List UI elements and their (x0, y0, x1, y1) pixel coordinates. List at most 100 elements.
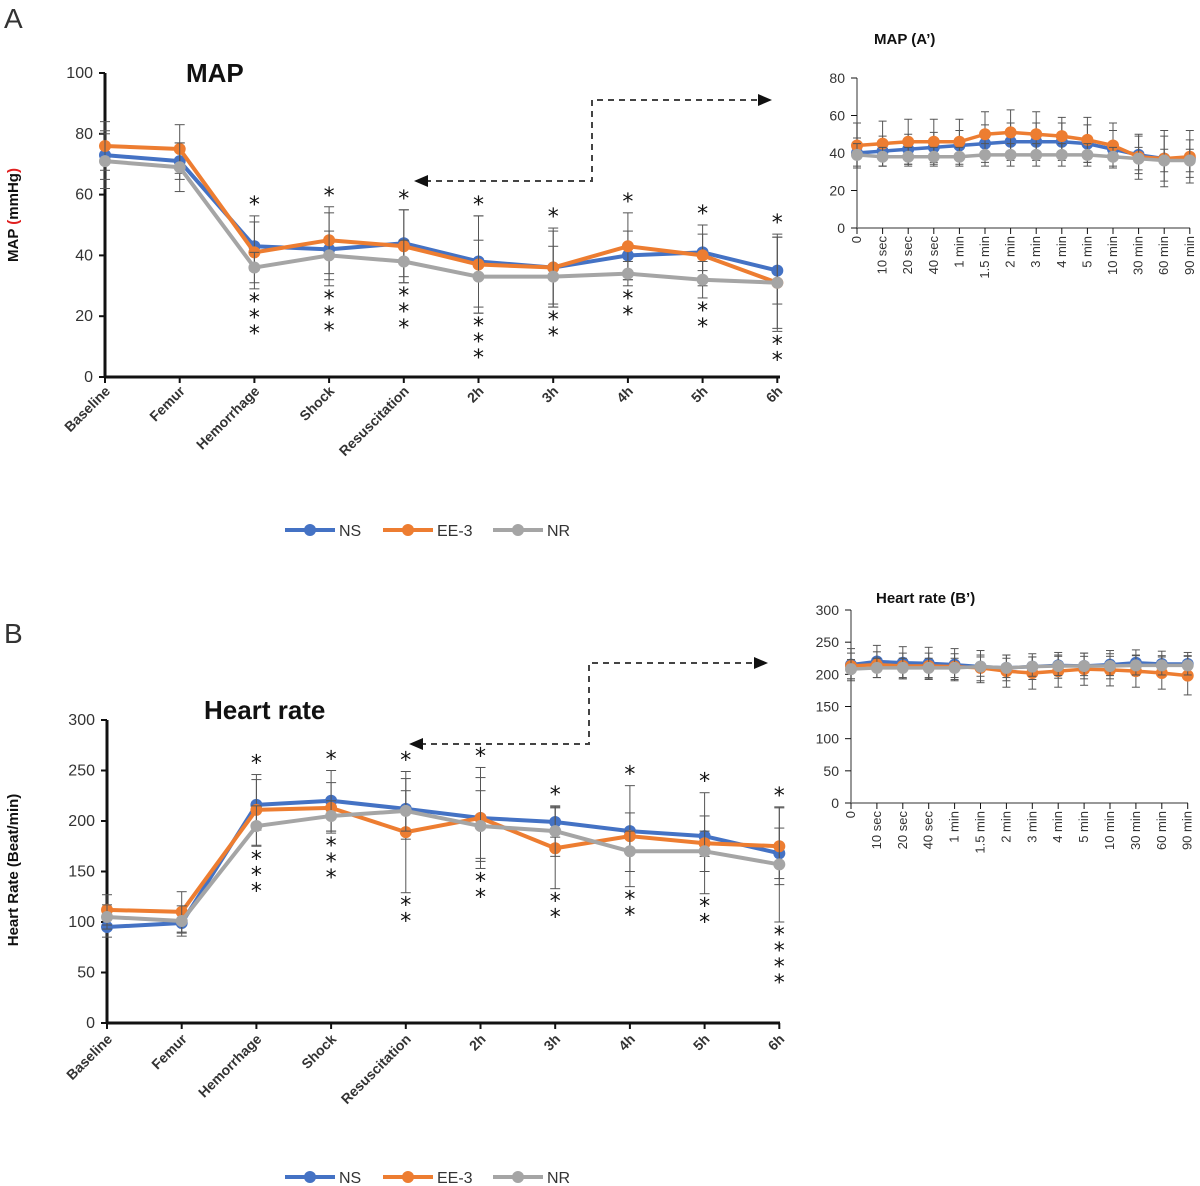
y-tick-label: 150 (816, 699, 840, 715)
chart-title: Heart rate (B’) (876, 590, 975, 607)
y-axis-label: MAP (mmHg) (5, 168, 22, 262)
significance-below: * (398, 316, 409, 341)
y-tick-label: 60 (75, 187, 93, 204)
x-tick-label: Shock (298, 1031, 339, 1072)
point-NR (1183, 154, 1196, 167)
series-line-NR (106, 808, 780, 923)
point-NR (99, 155, 111, 168)
legend-marker-EE-3 (402, 524, 414, 536)
point-EE-3 (399, 826, 412, 839)
point-NR (974, 660, 987, 673)
point-NR (399, 804, 412, 817)
legend-label-EE-3: EE-3 (437, 1170, 473, 1186)
point-NR (250, 820, 263, 833)
point-NR (1104, 659, 1116, 672)
point-NR (876, 150, 889, 163)
x-tick-label: 90 min (1180, 811, 1195, 850)
arrow-head-right (754, 657, 768, 669)
x-tick-label: 2 min (1003, 236, 1018, 268)
arrow-head-right (758, 94, 772, 106)
significance-below: * (324, 319, 335, 344)
y-tick-label: 40 (829, 145, 845, 161)
point-NR (1132, 152, 1145, 165)
y-tick-label: 200 (68, 813, 95, 830)
x-tick-label: 60 min (1156, 236, 1171, 275)
point-NR (547, 270, 560, 283)
y-tick-label: 60 (829, 108, 845, 124)
point-EE-3 (1004, 126, 1017, 139)
point-NR (472, 270, 485, 283)
y-tick-label: 20 (75, 308, 93, 325)
x-tick-label: Femur (148, 1030, 190, 1072)
x-tick-label: 90 min (1182, 236, 1197, 275)
x-tick-label: 1 min (951, 236, 966, 268)
legend-label-NS: NS (339, 523, 361, 540)
x-tick-label: 1.5 min (977, 236, 992, 279)
significance-below: * (622, 287, 633, 312)
significance-below: * (475, 885, 486, 910)
significance-below: * (697, 299, 708, 324)
legend-marker-NR (512, 524, 524, 536)
point-NR (979, 148, 991, 161)
x-tick-label: 10 sec (875, 236, 890, 275)
significance-below: * (550, 890, 561, 915)
point-NR (771, 276, 784, 289)
legend-label-EE-3: EE-3 (437, 523, 473, 540)
point-EE-3 (1081, 133, 1094, 146)
point-NR (248, 261, 261, 274)
chart-title: Heart rate (204, 695, 325, 725)
point-NR (1078, 659, 1091, 672)
point-NR (1052, 659, 1065, 672)
chart-title: MAP (A’) (874, 31, 935, 48)
arrow-head-left (414, 175, 428, 187)
y-tick-label: 20 (829, 183, 845, 199)
significance-below: * (622, 303, 633, 328)
significance-above: * (475, 744, 486, 769)
y-tick-label: 300 (816, 602, 840, 618)
x-tick-label: 4 min (1054, 236, 1069, 268)
significance-below: * (324, 303, 335, 328)
x-tick-label: 60 min (1154, 811, 1169, 850)
y-tick-label: 300 (68, 712, 95, 729)
point-NR (1181, 659, 1194, 672)
x-tick-label: 20 sec (895, 811, 910, 850)
point-NR (1155, 659, 1168, 672)
significance-above: * (772, 211, 783, 236)
y-tick-label: 150 (68, 864, 95, 881)
y-tick-label: 0 (837, 220, 845, 236)
x-tick-label: 40 sec (921, 811, 936, 850)
y-axis-label: Heart Rate (Beat/min) (5, 794, 22, 947)
significance-below: * (400, 894, 411, 919)
legend-marker-NS (304, 524, 316, 536)
x-tick-label: 3h (540, 1031, 563, 1054)
x-tick-label: 10 sec (869, 811, 884, 850)
significance-below: * (473, 330, 484, 355)
significance-above: * (697, 202, 708, 227)
significance-above: * (326, 748, 337, 773)
y-tick-label: 250 (68, 763, 95, 780)
point-NR (948, 661, 961, 674)
point-EE-3 (953, 135, 966, 148)
point-NR (1026, 660, 1039, 673)
y-axis-label-part: ( (5, 220, 22, 225)
significance-below: * (774, 955, 785, 980)
significance-below: * (249, 290, 260, 315)
y-axis-label-part: MAP (5, 225, 22, 262)
point-NR (1004, 148, 1017, 161)
point-NR (1081, 148, 1094, 161)
y-tick-label: 50 (77, 965, 95, 982)
point-EE-3 (979, 128, 991, 141)
x-tick-label: Hemorrhage (193, 383, 263, 453)
panel-label-b: B (4, 618, 23, 649)
legend-marker-NR (512, 1171, 524, 1183)
significance-above: * (473, 193, 484, 218)
x-tick-label: 5h (690, 1031, 713, 1054)
significance-below: * (251, 863, 262, 888)
y-tick-label: 0 (84, 369, 93, 386)
x-tick-label: 30 min (1131, 236, 1146, 275)
significance-above: * (251, 752, 262, 777)
significance-above: * (249, 193, 260, 218)
series-line-NR (104, 159, 778, 285)
point-NR (621, 267, 634, 280)
point-NR (623, 845, 636, 858)
